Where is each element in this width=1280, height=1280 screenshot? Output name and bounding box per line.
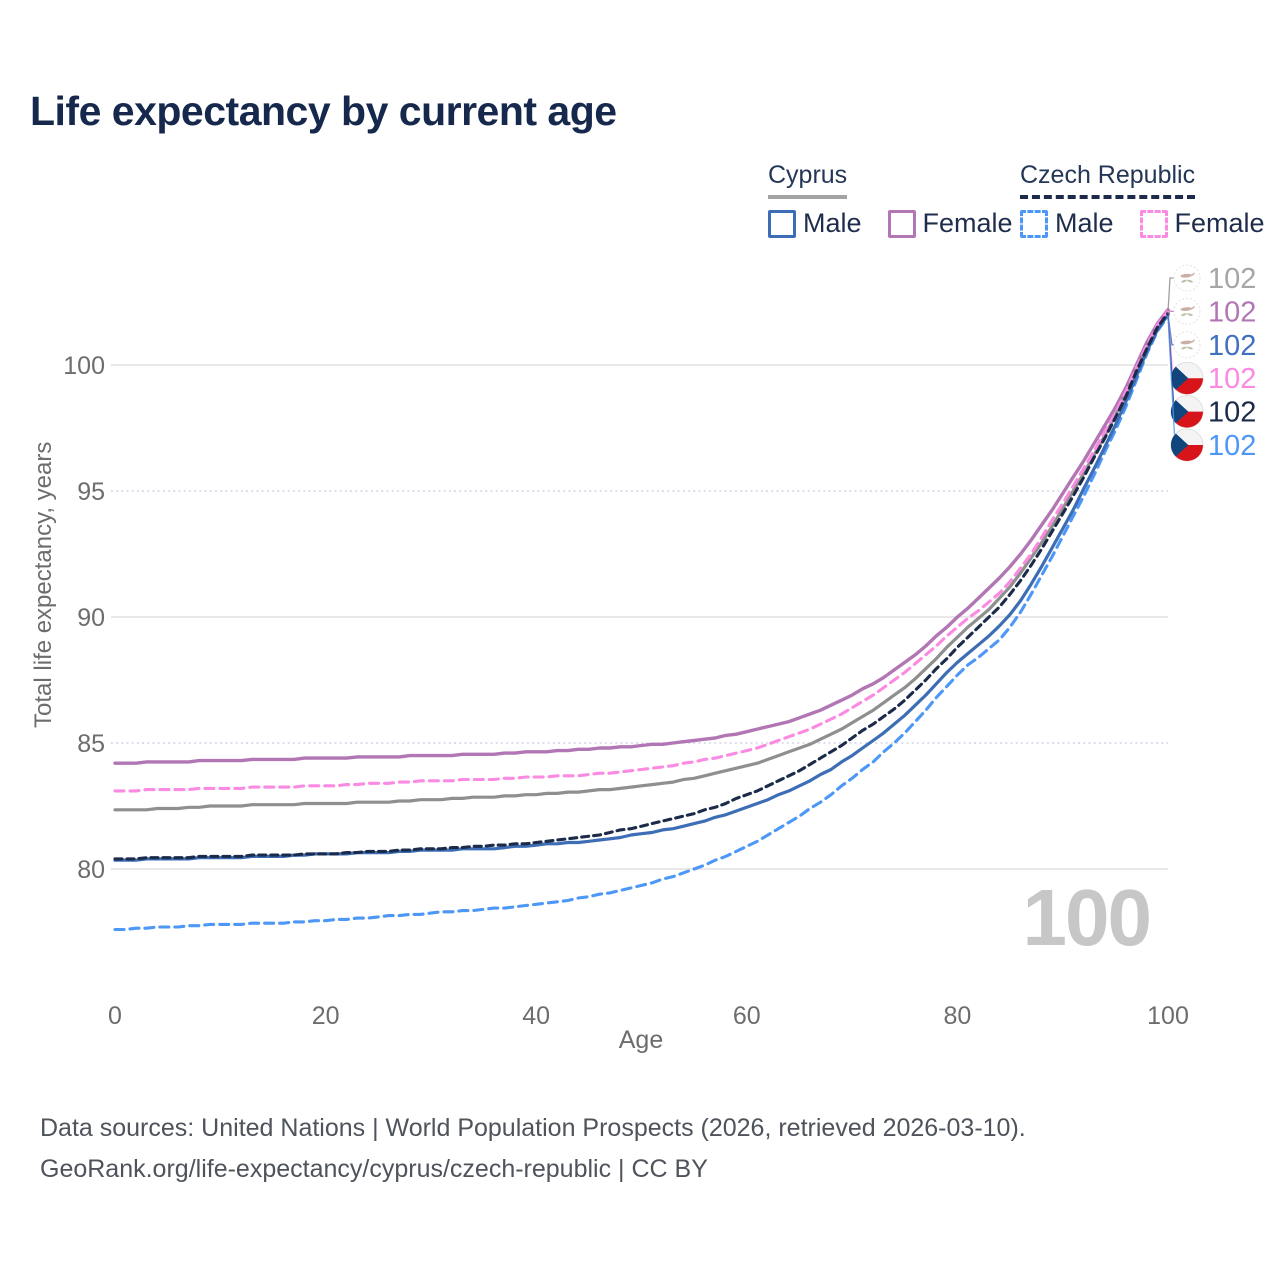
legend-item-label: Female <box>922 208 1013 238</box>
legend-group-czech-republic: Czech Republic Male Female <box>1020 161 1265 239</box>
legend-item-label: Male <box>1055 208 1114 238</box>
cyprus-flag-icon <box>1173 264 1201 292</box>
legend-header-czech-republic[interactable]: Czech Republic <box>1020 161 1196 199</box>
legend-items-cyprus: Male Female <box>768 208 1013 239</box>
x-tick-label: 60 <box>733 1002 761 1030</box>
series-line-czech-republic-female[interactable] <box>113 309 1170 793</box>
age-counter-watermark: 100 <box>1022 873 1152 962</box>
czech-female-swatch-icon <box>1139 209 1168 238</box>
cyprus-female-swatch-icon <box>887 209 916 238</box>
cyprus-flag-icon <box>1173 331 1201 359</box>
end-value-label-czech-republic-both: 102 <box>1208 397 1256 429</box>
series-line-czech-republic-both[interactable] <box>113 311 1170 861</box>
end-value-label-czech-republic-male: 102 <box>1208 430 1256 462</box>
legend-header-cyprus[interactable]: Cyprus <box>768 161 848 199</box>
y-tick-label: 85 <box>77 730 105 758</box>
x-tick-label: 40 <box>522 1002 550 1030</box>
series-line-cyprus-female[interactable] <box>113 307 1170 765</box>
end-value-label-czech-republic-female: 102 <box>1208 363 1256 395</box>
cyprus-flag-icon <box>1173 297 1201 325</box>
legend-item-label: Male <box>803 208 862 238</box>
legend-item-label: Female <box>1174 208 1265 238</box>
y-tick-label: 95 <box>77 478 105 506</box>
y-tick-label: 100 <box>63 352 105 380</box>
czech-republic-flag-icon <box>1170 395 1204 429</box>
x-tick-label: 80 <box>943 1002 971 1030</box>
x-tick-label: 20 <box>312 1002 340 1030</box>
y-tick-label: 80 <box>77 856 105 884</box>
legend-item-cyprus-female[interactable]: Female <box>887 208 1013 239</box>
footer-data-sources: Data sources: United Nations | World Pop… <box>40 1114 1026 1142</box>
end-value-label-cyprus-both: 102 <box>1208 263 1256 295</box>
legend-item-cyprus-male[interactable]: Male <box>768 208 862 239</box>
series-line-cyprus-both[interactable] <box>113 310 1170 812</box>
x-axis-title: Age <box>618 1026 664 1054</box>
x-tick-label: 0 <box>108 1002 122 1030</box>
czech-republic-flag-icon <box>1170 428 1204 462</box>
x-tick-label: 100 <box>1147 1002 1189 1030</box>
chart-title: Life expectancy by current age <box>30 88 617 134</box>
czech-male-swatch-icon <box>1020 209 1048 238</box>
end-value-label-cyprus-female: 102 <box>1208 296 1256 328</box>
legend-group-cyprus: Cyprus Male Female <box>768 161 1013 239</box>
legend-item-czech-female[interactable]: Female <box>1139 208 1265 239</box>
y-tick-label: 90 <box>77 604 105 632</box>
end-value-label-cyprus-male: 102 <box>1208 330 1256 362</box>
footer: Data sources: United Nations | World Pop… <box>40 1108 1026 1190</box>
series-line-czech-republic-male[interactable] <box>113 314 1170 932</box>
cyprus-male-swatch-icon <box>768 209 796 238</box>
czech-republic-flag-icon <box>1170 361 1204 395</box>
legend-item-czech-male[interactable]: Male <box>1020 208 1114 239</box>
legend-items-czech-republic: Male Female <box>1020 208 1265 239</box>
footer-attribution-url: GeoRank.org/life-expectancy/cyprus/czech… <box>40 1155 708 1183</box>
